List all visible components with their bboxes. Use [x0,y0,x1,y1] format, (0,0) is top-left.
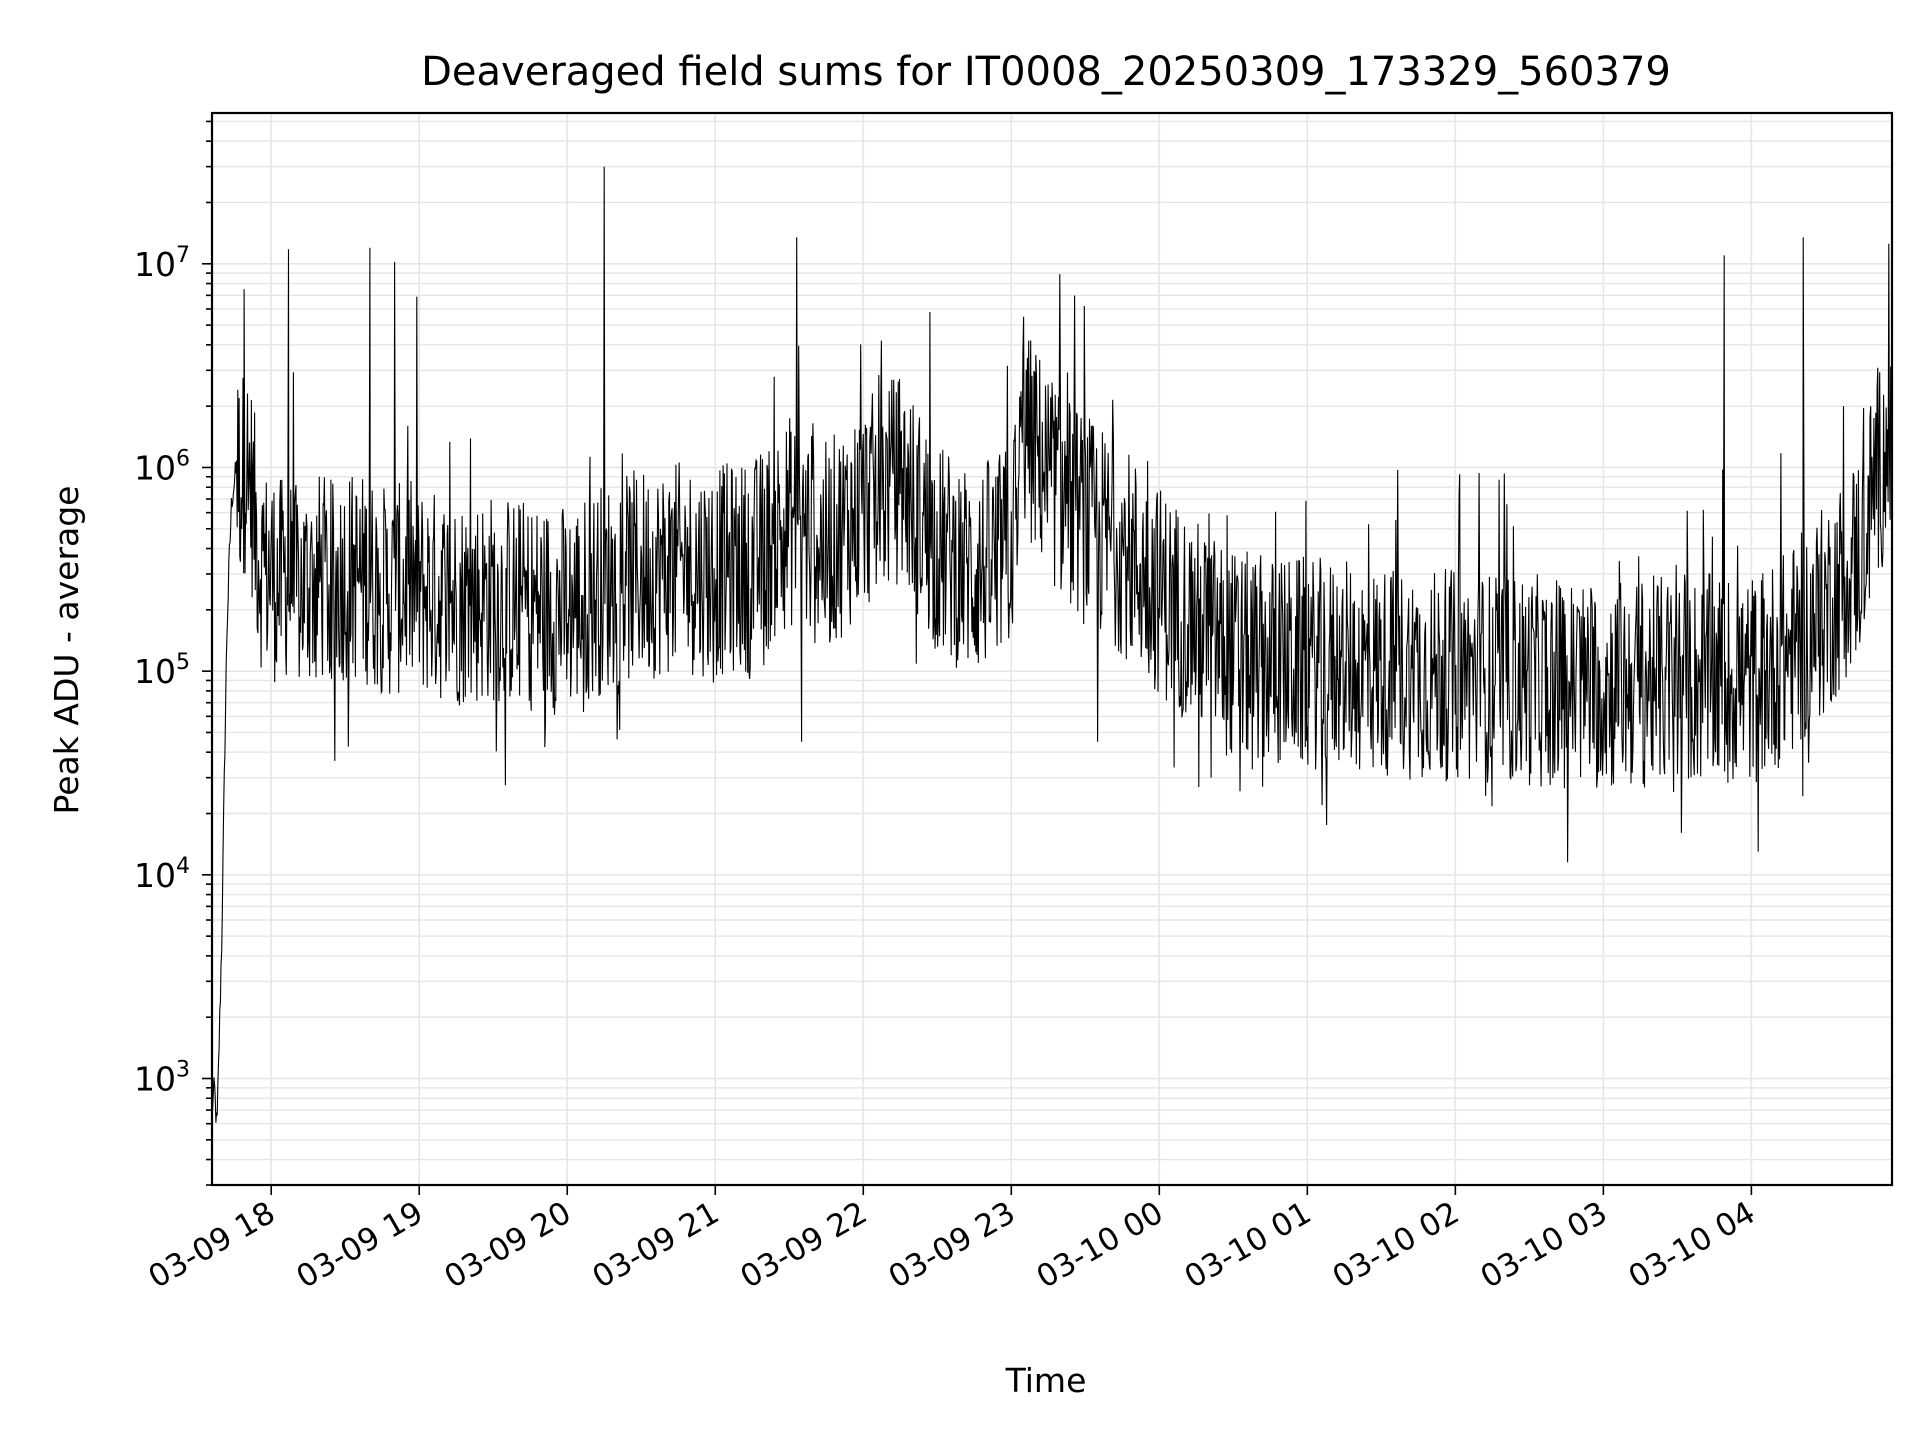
chart-title: Deaveraged field sums for IT0008_2025030… [421,49,1671,95]
y-tick-label: 104 [134,854,190,895]
y-tick-label: 106 [134,446,190,487]
x-axis-title: Time [1005,1361,1087,1400]
y-tick-label: 107 [134,243,190,284]
axes-frame [210,111,1894,1187]
y-tick-label: 103 [134,1058,190,1099]
series-line [211,166,1893,1123]
y-axis-title: Peak ADU - average [47,486,86,815]
y-tick-label: 105 [134,650,190,691]
plot-area [211,166,1893,1123]
